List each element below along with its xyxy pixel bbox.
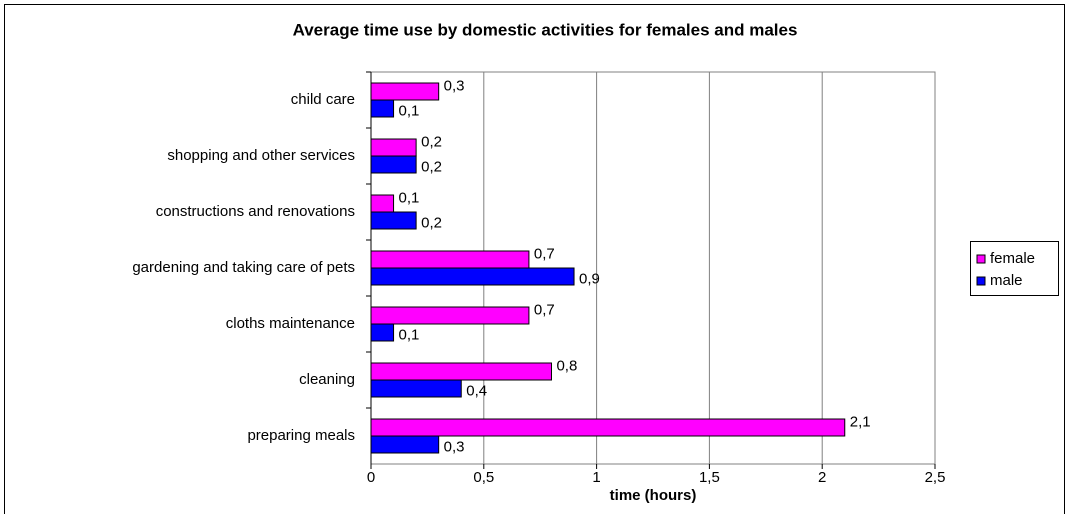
x-tick-label: 1 — [592, 469, 600, 486]
data-label: 0,1 — [399, 102, 420, 119]
bar — [370, 418, 846, 437]
x-tick-label: 0 — [367, 469, 375, 486]
bar — [370, 323, 395, 342]
y-tick-label: preparing meals — [247, 427, 355, 444]
bar — [370, 138, 417, 157]
data-label: 0,9 — [579, 270, 600, 287]
bar — [370, 362, 552, 381]
bar — [370, 99, 395, 118]
bar — [370, 267, 575, 286]
y-tick-label: constructions and renovations — [156, 203, 355, 220]
bar — [370, 211, 417, 230]
bar — [370, 82, 440, 101]
chart-title: Average time use by domestic activities … — [293, 20, 798, 39]
data-label: 0,7 — [534, 245, 555, 262]
data-label: 0,4 — [466, 382, 487, 399]
legend-swatch — [976, 276, 986, 286]
bar — [370, 435, 440, 454]
data-label: 0,7 — [534, 301, 555, 318]
data-label: 0,3 — [444, 77, 465, 94]
legend-label: male — [990, 272, 1023, 289]
x-axis-label: time (hours) — [610, 487, 697, 504]
bar — [370, 155, 417, 174]
data-label: 0,2 — [421, 214, 442, 231]
legend — [970, 241, 1059, 296]
bar — [370, 194, 395, 213]
data-label: 0,8 — [556, 357, 577, 374]
legend-label: female — [990, 250, 1035, 267]
data-label: 2,1 — [850, 413, 871, 430]
y-tick-label: gardening and taking care of pets — [132, 259, 355, 276]
data-label: 0,1 — [399, 326, 420, 343]
legend-swatch — [976, 254, 986, 264]
bar — [370, 250, 530, 269]
y-tick-label: cloths maintenance — [226, 315, 355, 332]
y-tick-label: cleaning — [299, 371, 355, 388]
bar — [370, 379, 462, 398]
x-tick-label: 0,5 — [473, 469, 494, 486]
x-tick-label: 2 — [818, 469, 826, 486]
y-tick-label: shopping and other services — [167, 147, 355, 164]
data-label: 0,2 — [421, 133, 442, 150]
data-label: 0,2 — [421, 158, 442, 175]
bar — [370, 306, 530, 325]
y-tick-label: child care — [291, 91, 355, 108]
x-tick-label: 1,5 — [699, 469, 720, 486]
x-tick-label: 2,5 — [925, 469, 946, 486]
data-label: 0,1 — [399, 189, 420, 206]
data-label: 0,3 — [444, 438, 465, 455]
